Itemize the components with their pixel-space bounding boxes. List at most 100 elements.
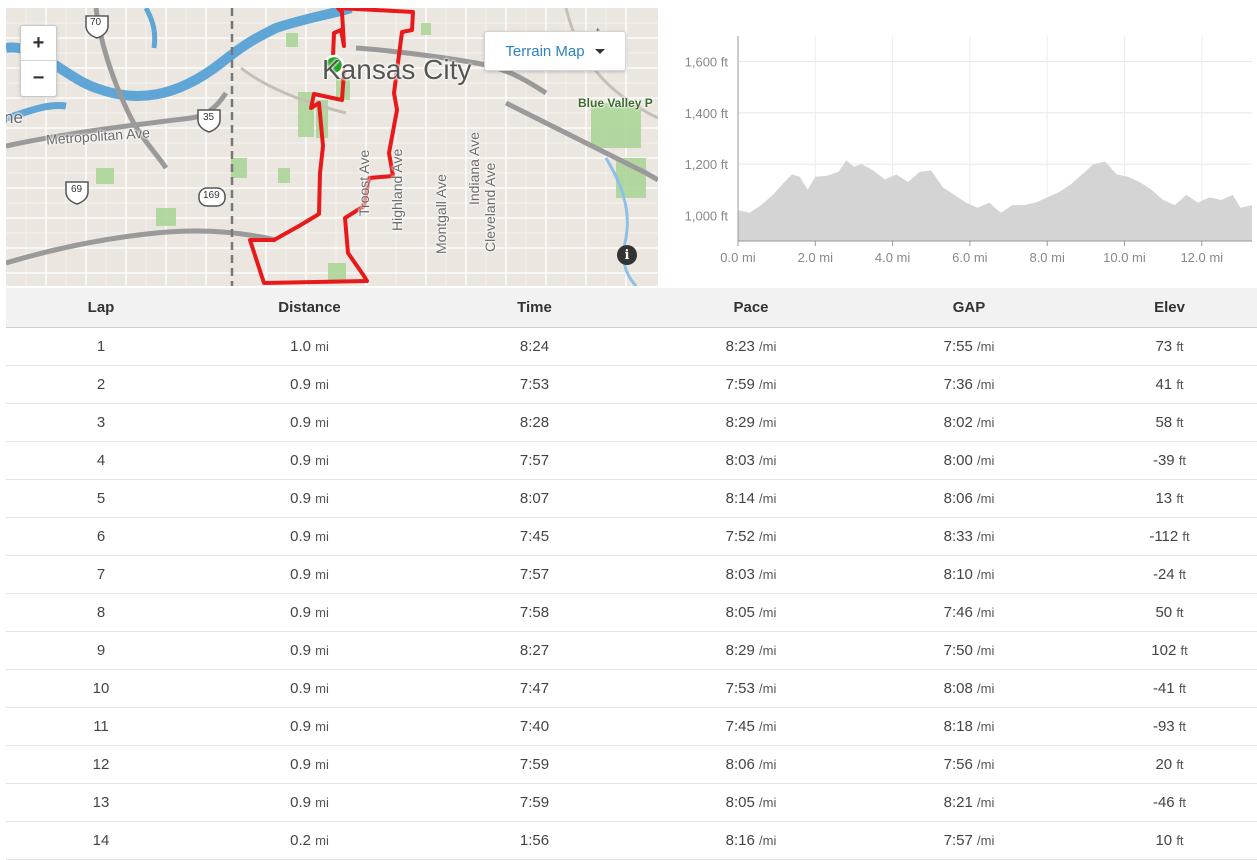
elev-cell: -41 ft (1082, 669, 1257, 708)
troost-ave-label: Troost Ave (356, 149, 372, 216)
table-header-row: Lap Distance Time Pace GAP Elev (6, 288, 1257, 328)
zoom-in-button[interactable]: + (21, 26, 56, 61)
distance-cell-value: 0.9 (290, 680, 311, 697)
gap-cell: 7:46 /mi (856, 593, 1082, 632)
pace-cell: 7:45 /mi (646, 707, 856, 746)
gap-cell: 7:50 /mi (856, 631, 1082, 670)
distance-cell-value: 0.2 (290, 832, 311, 849)
elev-cell-unit: ft (1176, 605, 1184, 620)
table-row[interactable]: 1 1.0 mi 8:24 8:23 /mi 7:55 /mi 73 ft (6, 327, 1257, 366)
elevation-chart[interactable]: 1,000 ft 1,200 ft 1,400 ft 1,600 ft 0.0 mi 2… (660, 8, 1257, 286)
time-cell-value: 8:24 (519, 338, 550, 355)
distance-cell-unit: mi (315, 795, 329, 810)
elev-cell-unit: ft (1178, 453, 1187, 468)
pace-cell-value: 7:59 (725, 376, 755, 393)
col-header-time[interactable]: Time (423, 288, 646, 328)
laps-table: Lap Distance Time Pace GAP Elev 1 1.0 mi 8… (6, 288, 1257, 860)
table-row[interactable]: 2 0.9 mi 7:53 7:59 /mi 7:36 /mi 41 ft (6, 365, 1257, 404)
time-cell-value: 7:53 (519, 376, 550, 393)
table-row[interactable]: 4 0.9 mi 7:57 8:03 /mi 8:00 /mi -39 ft (6, 441, 1257, 480)
time-cell-value: 8:27 (519, 642, 550, 659)
i70-shield-label: 70 (90, 17, 102, 28)
table-row[interactable]: 3 0.9 mi 8:28 8:29 /mi 8:02 /mi 58 ft (6, 403, 1257, 442)
elev-cell: -93 ft (1082, 707, 1257, 746)
table-row[interactable]: 14 0.2 mi 1:56 8:16 /mi 7:57 /mi 10 ft (6, 821, 1257, 860)
gap-cell-value: 8:33 (943, 528, 973, 545)
table-row[interactable]: 9 0.9 mi 8:27 8:29 /mi 7:50 /mi 102 ft (6, 631, 1257, 670)
lap-cell: 8 (6, 593, 196, 632)
lap-cell-value: 1 (96, 338, 106, 355)
pace-cell: 8:29 /mi (646, 403, 856, 442)
gap-cell-unit: /mi (977, 795, 995, 810)
pace-cell-unit: /mi (759, 491, 777, 506)
table-row[interactable]: 10 0.9 mi 7:47 7:53 /mi 8:08 /mi -41 ft (6, 669, 1257, 708)
pace-cell: 8:14 /mi (646, 479, 856, 518)
table-row[interactable]: 12 0.9 mi 7:59 8:06 /mi 7:56 /mi 20 ft (6, 745, 1257, 784)
pace-cell-unit: /mi (759, 643, 777, 658)
distance-cell-value: 0.9 (290, 376, 311, 393)
pace-cell-unit: /mi (759, 757, 777, 772)
us169-shield (198, 187, 226, 207)
table-row[interactable]: 8 0.9 mi 7:58 8:05 /mi 7:46 /mi 50 ft (6, 593, 1257, 632)
distance-cell-unit: mi (315, 643, 329, 658)
table-row[interactable]: 13 0.9 mi 7:59 8:05 /mi 8:21 /mi -46 ft (6, 783, 1257, 822)
col-header-gap[interactable]: GAP (856, 288, 1082, 328)
pace-cell-value: 8:03 (725, 566, 755, 583)
table-row[interactable]: 7 0.9 mi 7:57 8:03 /mi 8:10 /mi -24 ft (6, 555, 1257, 594)
pace-cell-unit: /mi (759, 605, 777, 620)
pace-cell-value: 7:45 (725, 718, 755, 735)
distance-cell: 0.9 mi (196, 745, 423, 784)
distance-cell-value: 0.9 (290, 528, 311, 545)
time-cell: 7:57 (423, 555, 646, 594)
table-row[interactable]: 5 0.9 mi 8:07 8:14 /mi 8:06 /mi 13 ft (6, 479, 1257, 518)
pace-cell-unit: /mi (759, 719, 777, 734)
elev-cell-unit: ft (1176, 339, 1184, 354)
lap-cell-value: 5 (96, 490, 106, 507)
x-tick-label: 10.0 mi (1103, 250, 1146, 265)
lap-cell-value: 7 (96, 566, 106, 583)
pace-cell-value: 8:03 (725, 452, 755, 469)
elev-cell-unit: ft (1178, 681, 1187, 696)
pace-cell: 8:03 /mi (646, 555, 856, 594)
pace-cell-unit: /mi (759, 453, 777, 468)
y-tick-label: 1,200 ft (685, 157, 729, 172)
col-header-lap[interactable]: Lap (6, 288, 196, 328)
gap-cell-unit: /mi (977, 453, 995, 468)
zoom-out-button[interactable]: − (32, 66, 45, 89)
gap-cell-value: 8:21 (943, 794, 973, 811)
pace-cell-value: 7:52 (725, 528, 755, 545)
map-type-dropdown[interactable]: Terrain Map (484, 31, 626, 71)
col-header-pace[interactable]: Pace (646, 288, 856, 328)
time-cell-value: 1:56 (519, 832, 550, 849)
elev-cell-value: -93 (1152, 718, 1175, 735)
gap-cell-unit: /mi (977, 681, 995, 696)
pace-cell-unit: /mi (759, 339, 777, 354)
pace-cell-unit: /mi (759, 681, 777, 696)
distance-cell-unit: mi (315, 377, 329, 392)
route-map[interactable]: 70 35 69 169 Kansas City Metropolitan Av… (6, 8, 658, 286)
gap-cell-value: 8:10 (943, 566, 973, 583)
distance-cell-value: 0.9 (290, 756, 311, 773)
col-header-elev[interactable]: Elev (1082, 288, 1257, 328)
elev-cell-unit: ft (1176, 833, 1184, 848)
time-cell-value: 7:57 (519, 566, 550, 583)
x-tick-label: 2.0 mi (798, 250, 834, 265)
lap-cell-value: 3 (96, 414, 106, 431)
elev-cell-unit: ft (1182, 529, 1190, 544)
elev-cell-unit: ft (1180, 643, 1188, 658)
elev-cell-value: -112 (1149, 528, 1179, 545)
elev-cell: 58 ft (1082, 403, 1257, 442)
gap-cell-unit: /mi (977, 757, 995, 772)
elev-cell-value: 102 (1151, 642, 1177, 659)
gap-cell-value: 7:57 (943, 832, 973, 849)
distance-cell-value: 0.9 (290, 642, 311, 659)
gap-cell-unit: /mi (977, 719, 995, 734)
pace-cell: 8:05 /mi (646, 593, 856, 632)
table-row[interactable]: 6 0.9 mi 7:45 7:52 /mi 8:33 /mi -112 ft (6, 517, 1257, 556)
elev-cell-unit: ft (1176, 757, 1184, 772)
col-header-distance[interactable]: Distance (196, 288, 423, 328)
gap-cell-value: 7:36 (943, 376, 973, 393)
elev-cell: -24 ft (1082, 555, 1257, 594)
table-row[interactable]: 11 0.9 mi 7:40 7:45 /mi 8:18 /mi -93 ft (6, 707, 1257, 746)
info-icon[interactable]: i (617, 245, 637, 265)
